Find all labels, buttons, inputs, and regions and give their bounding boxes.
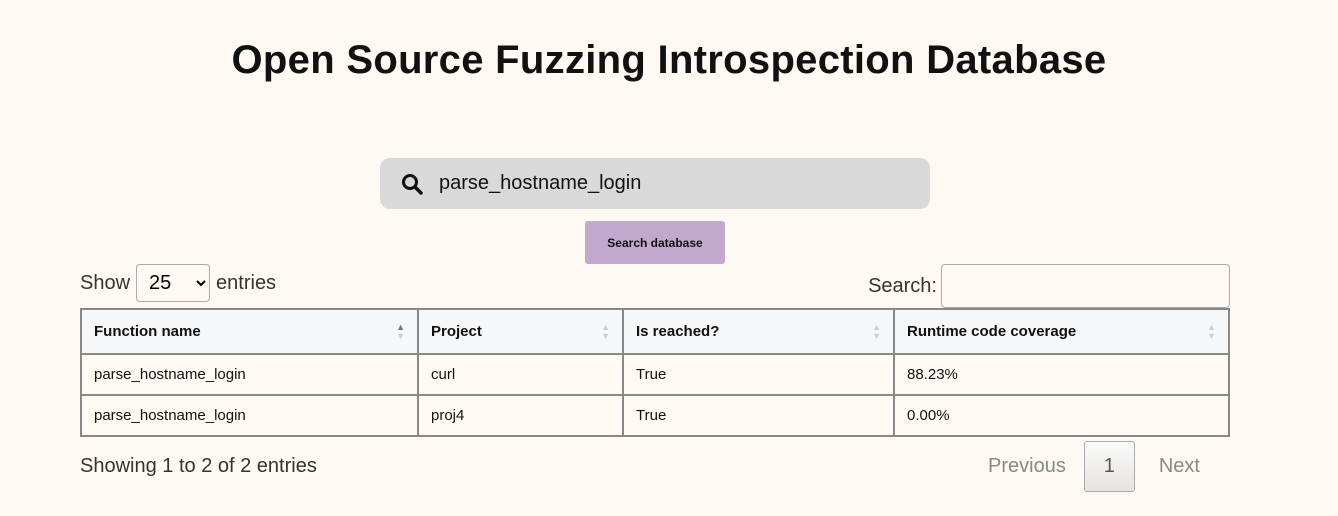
page-1-button[interactable]: 1 — [1083, 441, 1135, 492]
cell-project: curl — [417, 353, 624, 396]
database-search-input[interactable] — [437, 171, 897, 196]
column-header-is-reached[interactable]: Is reached? ▲ ▼ — [622, 308, 895, 355]
sort-icon: ▲ ▼ — [601, 322, 610, 341]
table-filter: Search: — [868, 264, 1230, 308]
column-header-project[interactable]: Project ▲ ▼ — [417, 308, 624, 355]
pagination: Previous 1 Next — [970, 441, 1218, 492]
cell-is-reached: True — [622, 353, 895, 396]
table-filter-input[interactable] — [941, 264, 1230, 308]
cell-project: proj4 — [417, 394, 624, 437]
table-row: parse_hostname_login proj4 True 0.00% — [80, 394, 1230, 437]
sort-icon: ▲ ▼ — [396, 322, 405, 341]
search-bar[interactable] — [380, 158, 930, 209]
sort-icon: ▲ ▼ — [872, 322, 881, 341]
page-title: Open Source Fuzzing Introspection Databa… — [231, 38, 1107, 82]
search-icon — [402, 173, 423, 195]
entries-label: entries — [216, 271, 277, 294]
previous-page-button[interactable]: Previous — [988, 455, 1066, 477]
entries-length-control: Show 25 entries — [80, 264, 276, 302]
table-info: Showing 1 to 2 of 2 entries — [80, 455, 317, 477]
show-label: Show — [80, 271, 131, 294]
filter-label: Search: — [868, 274, 937, 297]
cell-coverage: 88.23% — [893, 353, 1230, 396]
table-row: parse_hostname_login curl True 88.23% — [80, 353, 1230, 396]
cell-function-name: parse_hostname_login — [80, 394, 419, 437]
cell-coverage: 0.00% — [893, 394, 1230, 437]
cell-is-reached: True — [622, 394, 895, 437]
sort-icon: ▲ ▼ — [1207, 322, 1216, 341]
cell-function-name: parse_hostname_login — [80, 353, 419, 396]
column-header-runtime-coverage[interactable]: Runtime code coverage ▲ ▼ — [893, 308, 1230, 355]
results-table: Function name ▲ ▼ Project ▲ ▼ Is reached? ▲ ▼ … — [80, 308, 1230, 437]
search-database-button[interactable]: Search database — [585, 221, 725, 264]
entries-select[interactable]: 25 — [136, 264, 211, 302]
column-header-function-name[interactable]: Function name ▲ ▼ — [80, 308, 419, 355]
next-page-button[interactable]: Next — [1158, 455, 1200, 477]
